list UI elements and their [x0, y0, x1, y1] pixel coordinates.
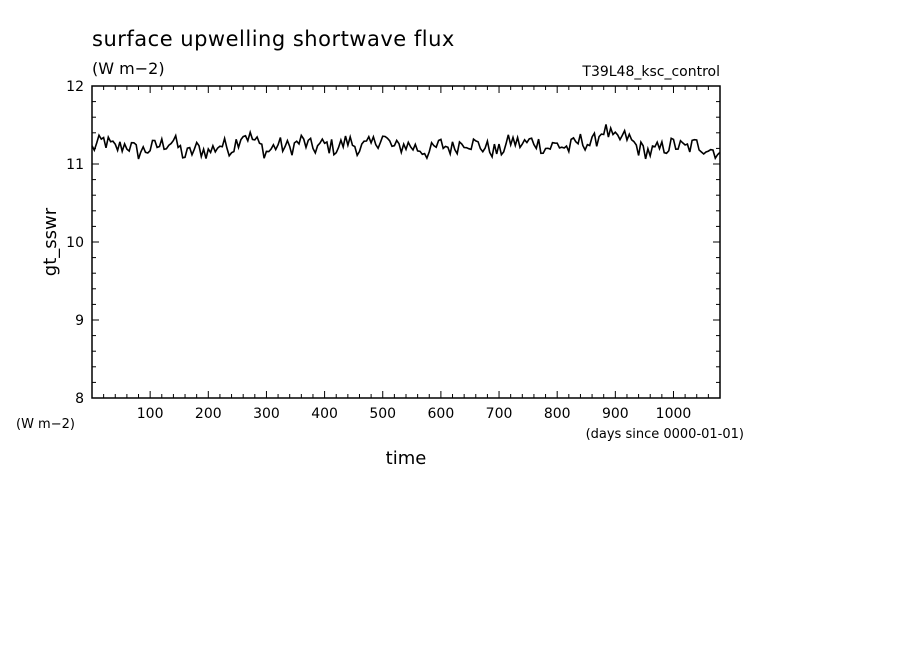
- y-tick-labels: 8 9 10 11 12: [66, 79, 84, 407]
- x-tick-label: 900: [602, 406, 629, 422]
- x-tick-label: 300: [253, 406, 280, 422]
- y-tick-label: 10: [66, 235, 84, 251]
- x-tick-label: 800: [544, 406, 571, 422]
- run-label: T39L48_ksc_control: [581, 64, 720, 80]
- chart-title: surface upwelling shortwave flux: [92, 27, 455, 51]
- x-tick-label: 200: [195, 406, 222, 422]
- x-tick-label: 500: [369, 406, 396, 422]
- x-tick-label: 1000: [656, 406, 692, 422]
- y-axis-label: gt_sswr: [40, 207, 61, 276]
- x-tick-label: 100: [137, 406, 164, 422]
- x-units-label: (days since 0000-01-01): [586, 427, 744, 442]
- x-tick-label: 400: [311, 406, 338, 422]
- x-axis-label: time: [386, 448, 427, 469]
- y-tick-label: 8: [75, 391, 84, 407]
- y-tick-label: 11: [66, 157, 84, 173]
- chart-subtitle: (W m−2): [92, 59, 165, 78]
- y-tick-label: 12: [66, 79, 84, 95]
- x-tick-label: 700: [486, 406, 513, 422]
- x-tick-labels: 100 200 300 400 500 600 700 800 900 1000: [137, 406, 692, 422]
- y-units-label: (W m−2): [16, 417, 75, 432]
- y-tick-label: 9: [75, 313, 84, 329]
- x-tick-label: 600: [428, 406, 455, 422]
- series-line: [91, 124, 721, 161]
